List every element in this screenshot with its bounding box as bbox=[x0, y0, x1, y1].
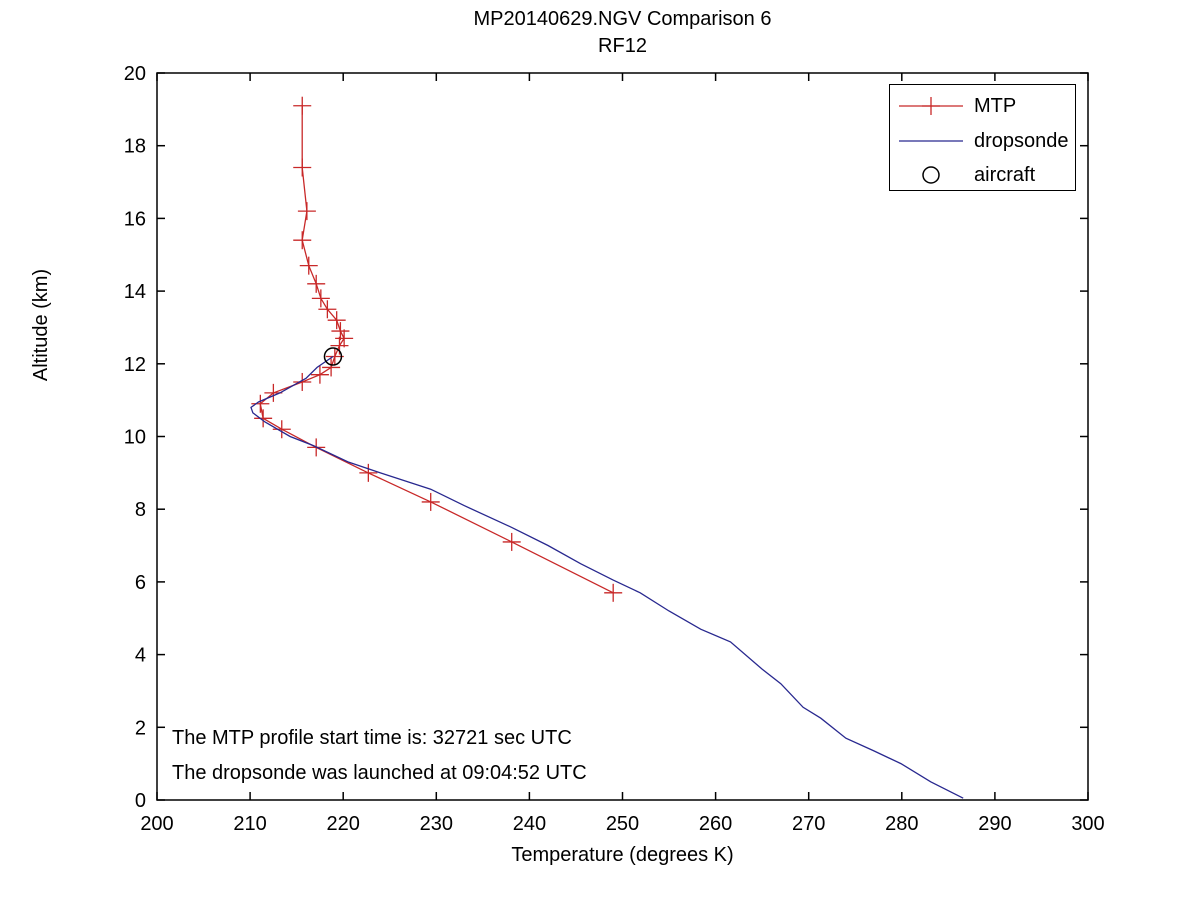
svg-text:10: 10 bbox=[124, 427, 146, 449]
chart-title-block: MP20140629.NGV Comparison 6 RF12 bbox=[157, 6, 1088, 60]
aircraft-circle-icon bbox=[922, 166, 940, 184]
legend-label-mtp: MTP bbox=[974, 94, 1017, 117]
svg-text:18: 18 bbox=[124, 136, 146, 158]
chart-title: MP20140629.NGV Comparison 6 bbox=[473, 8, 772, 30]
svg-text:2: 2 bbox=[135, 717, 146, 739]
svg-text:4: 4 bbox=[135, 645, 146, 667]
svg-text:290: 290 bbox=[978, 813, 1011, 835]
legend: MTP dropsonde aircraft bbox=[889, 84, 1076, 191]
svg-text:300: 300 bbox=[1071, 813, 1104, 835]
annotation-dropsonde-launch: The dropsonde was launched at 09:04:52 U… bbox=[172, 762, 587, 784]
svg-text:20: 20 bbox=[124, 63, 146, 85]
svg-text:16: 16 bbox=[124, 208, 146, 230]
svg-text:200: 200 bbox=[140, 813, 173, 835]
svg-text:280: 280 bbox=[885, 813, 918, 835]
svg-text:210: 210 bbox=[233, 813, 266, 835]
y-axis-label: Altitude (km) bbox=[30, 268, 52, 382]
x-axis-label: Temperature (degrees K) bbox=[511, 844, 734, 866]
svg-text:220: 220 bbox=[327, 813, 360, 835]
svg-text:250: 250 bbox=[606, 813, 639, 835]
svg-text:270: 270 bbox=[792, 813, 825, 835]
svg-text:8: 8 bbox=[135, 499, 146, 521]
mtp-line-plus-icon bbox=[899, 97, 963, 115]
legend-row-dropsonde: dropsonde bbox=[899, 125, 1069, 157]
legend-row-aircraft: aircraft bbox=[899, 159, 1069, 191]
svg-text:240: 240 bbox=[513, 813, 546, 835]
annotation-mtp-start-time: The MTP profile start time is: 32721 sec… bbox=[172, 727, 572, 749]
legend-row-mtp: MTP bbox=[899, 90, 1069, 122]
chart-subtitle: RF12 bbox=[598, 35, 647, 57]
dropsonde-line-icon bbox=[899, 140, 963, 142]
svg-text:12: 12 bbox=[124, 354, 146, 376]
svg-text:14: 14 bbox=[124, 281, 146, 303]
legend-label-dropsonde: dropsonde bbox=[974, 129, 1069, 152]
legend-label-aircraft: aircraft bbox=[974, 163, 1036, 186]
svg-text:6: 6 bbox=[135, 572, 146, 594]
svg-text:0: 0 bbox=[135, 790, 146, 812]
svg-text:260: 260 bbox=[699, 813, 732, 835]
svg-text:230: 230 bbox=[420, 813, 453, 835]
